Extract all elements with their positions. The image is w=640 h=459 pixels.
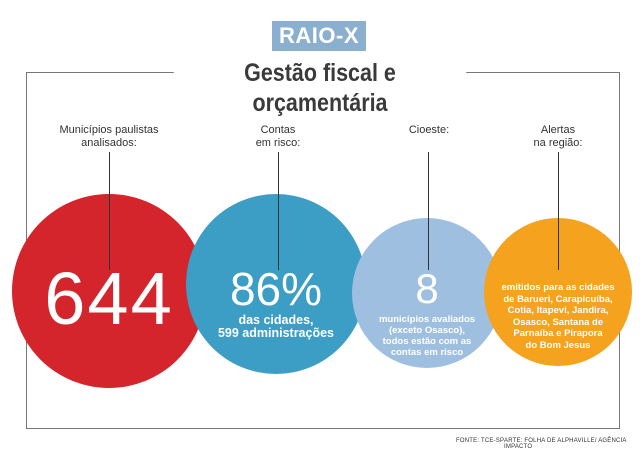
value-contas: 86% [229, 263, 323, 315]
label-contas: Contas em risco: [255, 124, 301, 149]
value-cioeste: 8 [415, 265, 439, 312]
label-cioeste: Cioeste: [408, 124, 450, 136]
connector-line-alertas [558, 152, 559, 270]
connector-line-municipios [109, 152, 110, 270]
value-municipios: 644 [44, 257, 174, 340]
circle-cioeste [352, 218, 502, 368]
page-title: Gestão fiscal e orçamentária [173, 58, 467, 117]
label-alertas: Alertas na região: [533, 124, 583, 149]
circle-contas [186, 194, 366, 374]
connector-line-contas [278, 152, 279, 270]
connector-line-cioeste [428, 152, 429, 270]
detail-contas: das cidades, 599 administrações [217, 313, 335, 340]
label-municipios: Municípios paulistas analisados: [59, 124, 159, 149]
footer-source: FONTE: TCE-SP [456, 438, 505, 444]
footer-credit: ARTE: FOLHA DE ALPHAVILLE/ AGÊNCIA IMPAC… [504, 438, 627, 450]
detail-alertas: emitidos para as cidades de Barueri, Car… [501, 282, 615, 351]
section-badge: RAIO-X [272, 21, 366, 51]
detail-cioeste: municípios avaliados (exceto Osasco), to… [378, 314, 476, 358]
